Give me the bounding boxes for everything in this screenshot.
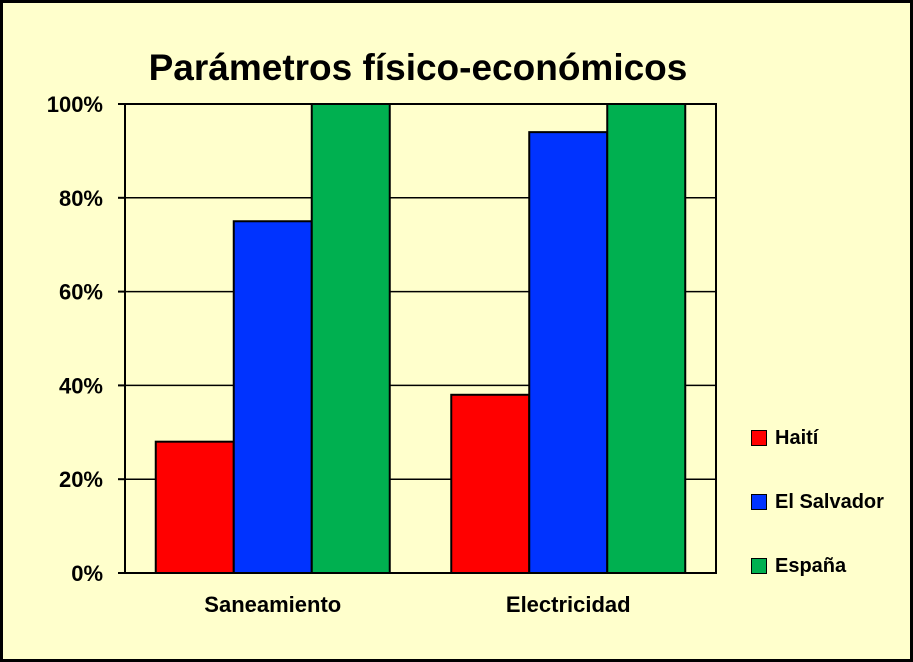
bar-saneamiento-2 xyxy=(232,220,313,574)
y-tick-label: 20% xyxy=(59,467,103,492)
legend-swatch xyxy=(751,430,767,446)
x-tick-label: Saneamiento xyxy=(204,592,341,617)
y-tick-label: 80% xyxy=(59,186,103,211)
bar-saneamiento-1 xyxy=(154,440,235,574)
x-tick-label: Electricidad xyxy=(506,592,631,617)
plot-border xyxy=(124,103,717,574)
bar-electricidad-2 xyxy=(528,131,609,574)
legend-swatch xyxy=(751,558,767,574)
legend-item: España xyxy=(751,554,846,578)
y-tick-label: 100% xyxy=(47,92,103,117)
y-tick-label: 40% xyxy=(59,373,103,398)
bar-electricidad-1 xyxy=(450,393,531,574)
legend-swatch xyxy=(751,494,767,510)
legend-label: Haití xyxy=(775,426,819,449)
legend-label: España xyxy=(775,554,847,577)
y-tick-label: 0% xyxy=(71,561,103,586)
bar-saneamiento-3 xyxy=(310,103,391,574)
legend-item: Haití xyxy=(751,426,818,450)
chart-title: Parámetros físico-económicos xyxy=(148,47,688,88)
y-tick-label: 60% xyxy=(59,280,103,305)
bar-electricidad-3 xyxy=(606,103,687,574)
legend-item: El Salvador xyxy=(751,490,884,514)
plot-area: Saneamiento Electricidad 0% 20% 40% 60% 80% 100… xyxy=(47,92,717,617)
legend-label: El Salvador xyxy=(775,490,884,513)
